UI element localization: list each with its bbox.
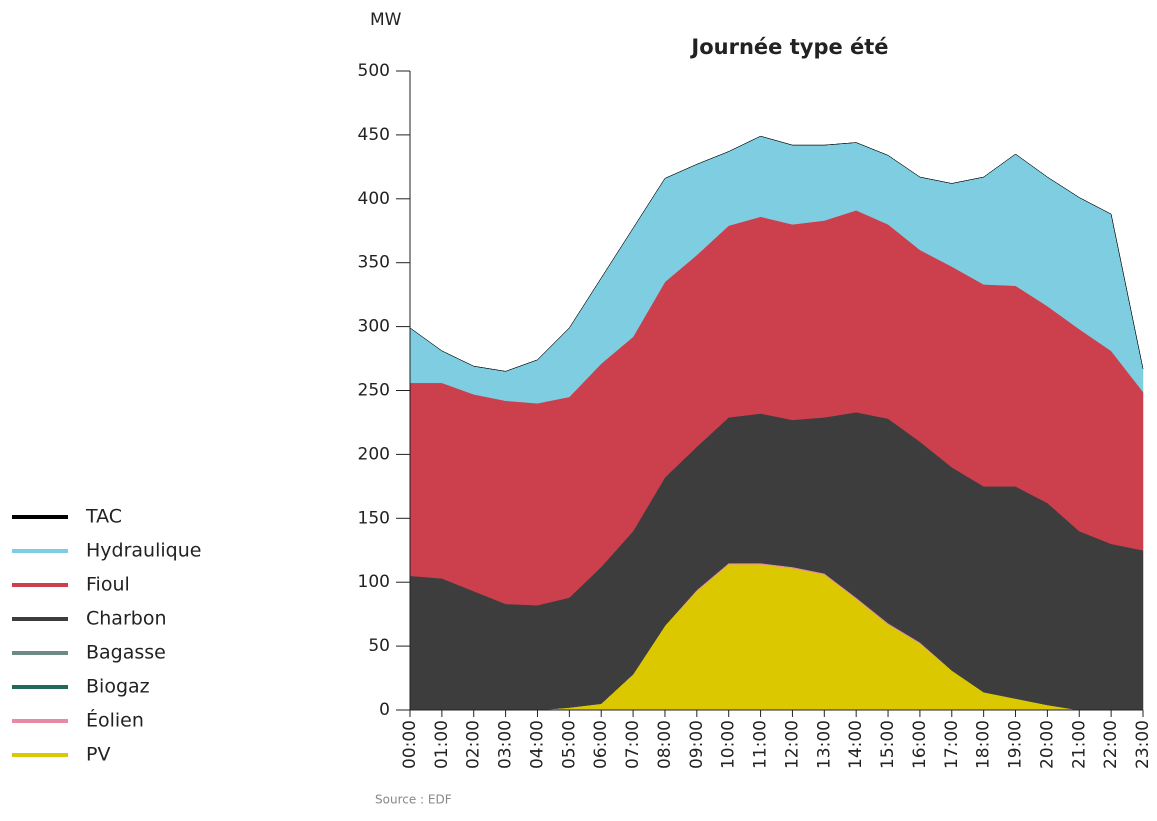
y-tick-label: 0 — [379, 700, 390, 720]
y-tick-label: 250 — [358, 381, 390, 401]
x-tick-label: 02:00 — [464, 720, 484, 769]
area — [409, 135, 1144, 372]
x-tick-label: 19:00 — [1006, 720, 1026, 769]
y-tick-label: 100 — [358, 572, 390, 592]
x-tick-label: 00:00 — [400, 720, 420, 769]
source: Source : EDF — [375, 793, 452, 807]
x-tick-label: 06:00 — [591, 720, 611, 769]
y-tick-label: 50 — [368, 636, 390, 656]
x-tick-label: 20:00 — [1037, 720, 1057, 769]
x-tick-label: 17:00 — [942, 720, 962, 769]
x-tick-label: 16:00 — [910, 720, 930, 769]
legend-label: Bagasse — [86, 642, 166, 664]
legend-label: Éolien — [86, 709, 144, 732]
x-tick-label: 12:00 — [782, 720, 802, 769]
legend-label: PV — [86, 744, 110, 766]
y-tick-label: 450 — [358, 125, 390, 145]
x-tick-label: 22:00 — [1101, 720, 1121, 769]
x-tick-label: 15:00 — [878, 720, 898, 769]
legend-label: TAC — [85, 506, 122, 528]
x-tick-label: 07:00 — [623, 720, 643, 769]
legend-label: Fioul — [86, 574, 130, 596]
legend-label: Biogaz — [86, 676, 150, 698]
x-tick-label: 01:00 — [432, 720, 452, 769]
x-tick-label: 13:00 — [814, 720, 834, 769]
x-tick-label: 23:00 — [1133, 720, 1153, 769]
x-tick-label: 11:00 — [751, 720, 771, 769]
y-tick-label: 150 — [358, 508, 390, 528]
x-tick-label: 03:00 — [496, 720, 516, 769]
x-tick-label: 08:00 — [655, 720, 675, 769]
x-tick-label: 04:00 — [527, 720, 547, 769]
x-tick-label: 14:00 — [846, 720, 866, 769]
y-tick-label: 200 — [358, 444, 390, 464]
x-tick-label: 10:00 — [719, 720, 739, 769]
x-tick-label: 21:00 — [1069, 720, 1089, 769]
legend-label: Charbon — [86, 608, 167, 630]
y-tick-label: 400 — [358, 189, 390, 209]
legend-label: Hydraulique — [86, 540, 201, 562]
x-tick-label: 18:00 — [974, 720, 994, 769]
y-tick-label: 300 — [358, 317, 390, 337]
y-axis-label: MW — [370, 10, 402, 30]
x-tick-label: 09:00 — [687, 720, 707, 769]
chart-title: Journée type été — [689, 35, 888, 59]
y-tick-label: 500 — [358, 61, 390, 81]
y-tick-label: 350 — [358, 253, 390, 273]
x-tick-label: 05:00 — [559, 720, 579, 769]
